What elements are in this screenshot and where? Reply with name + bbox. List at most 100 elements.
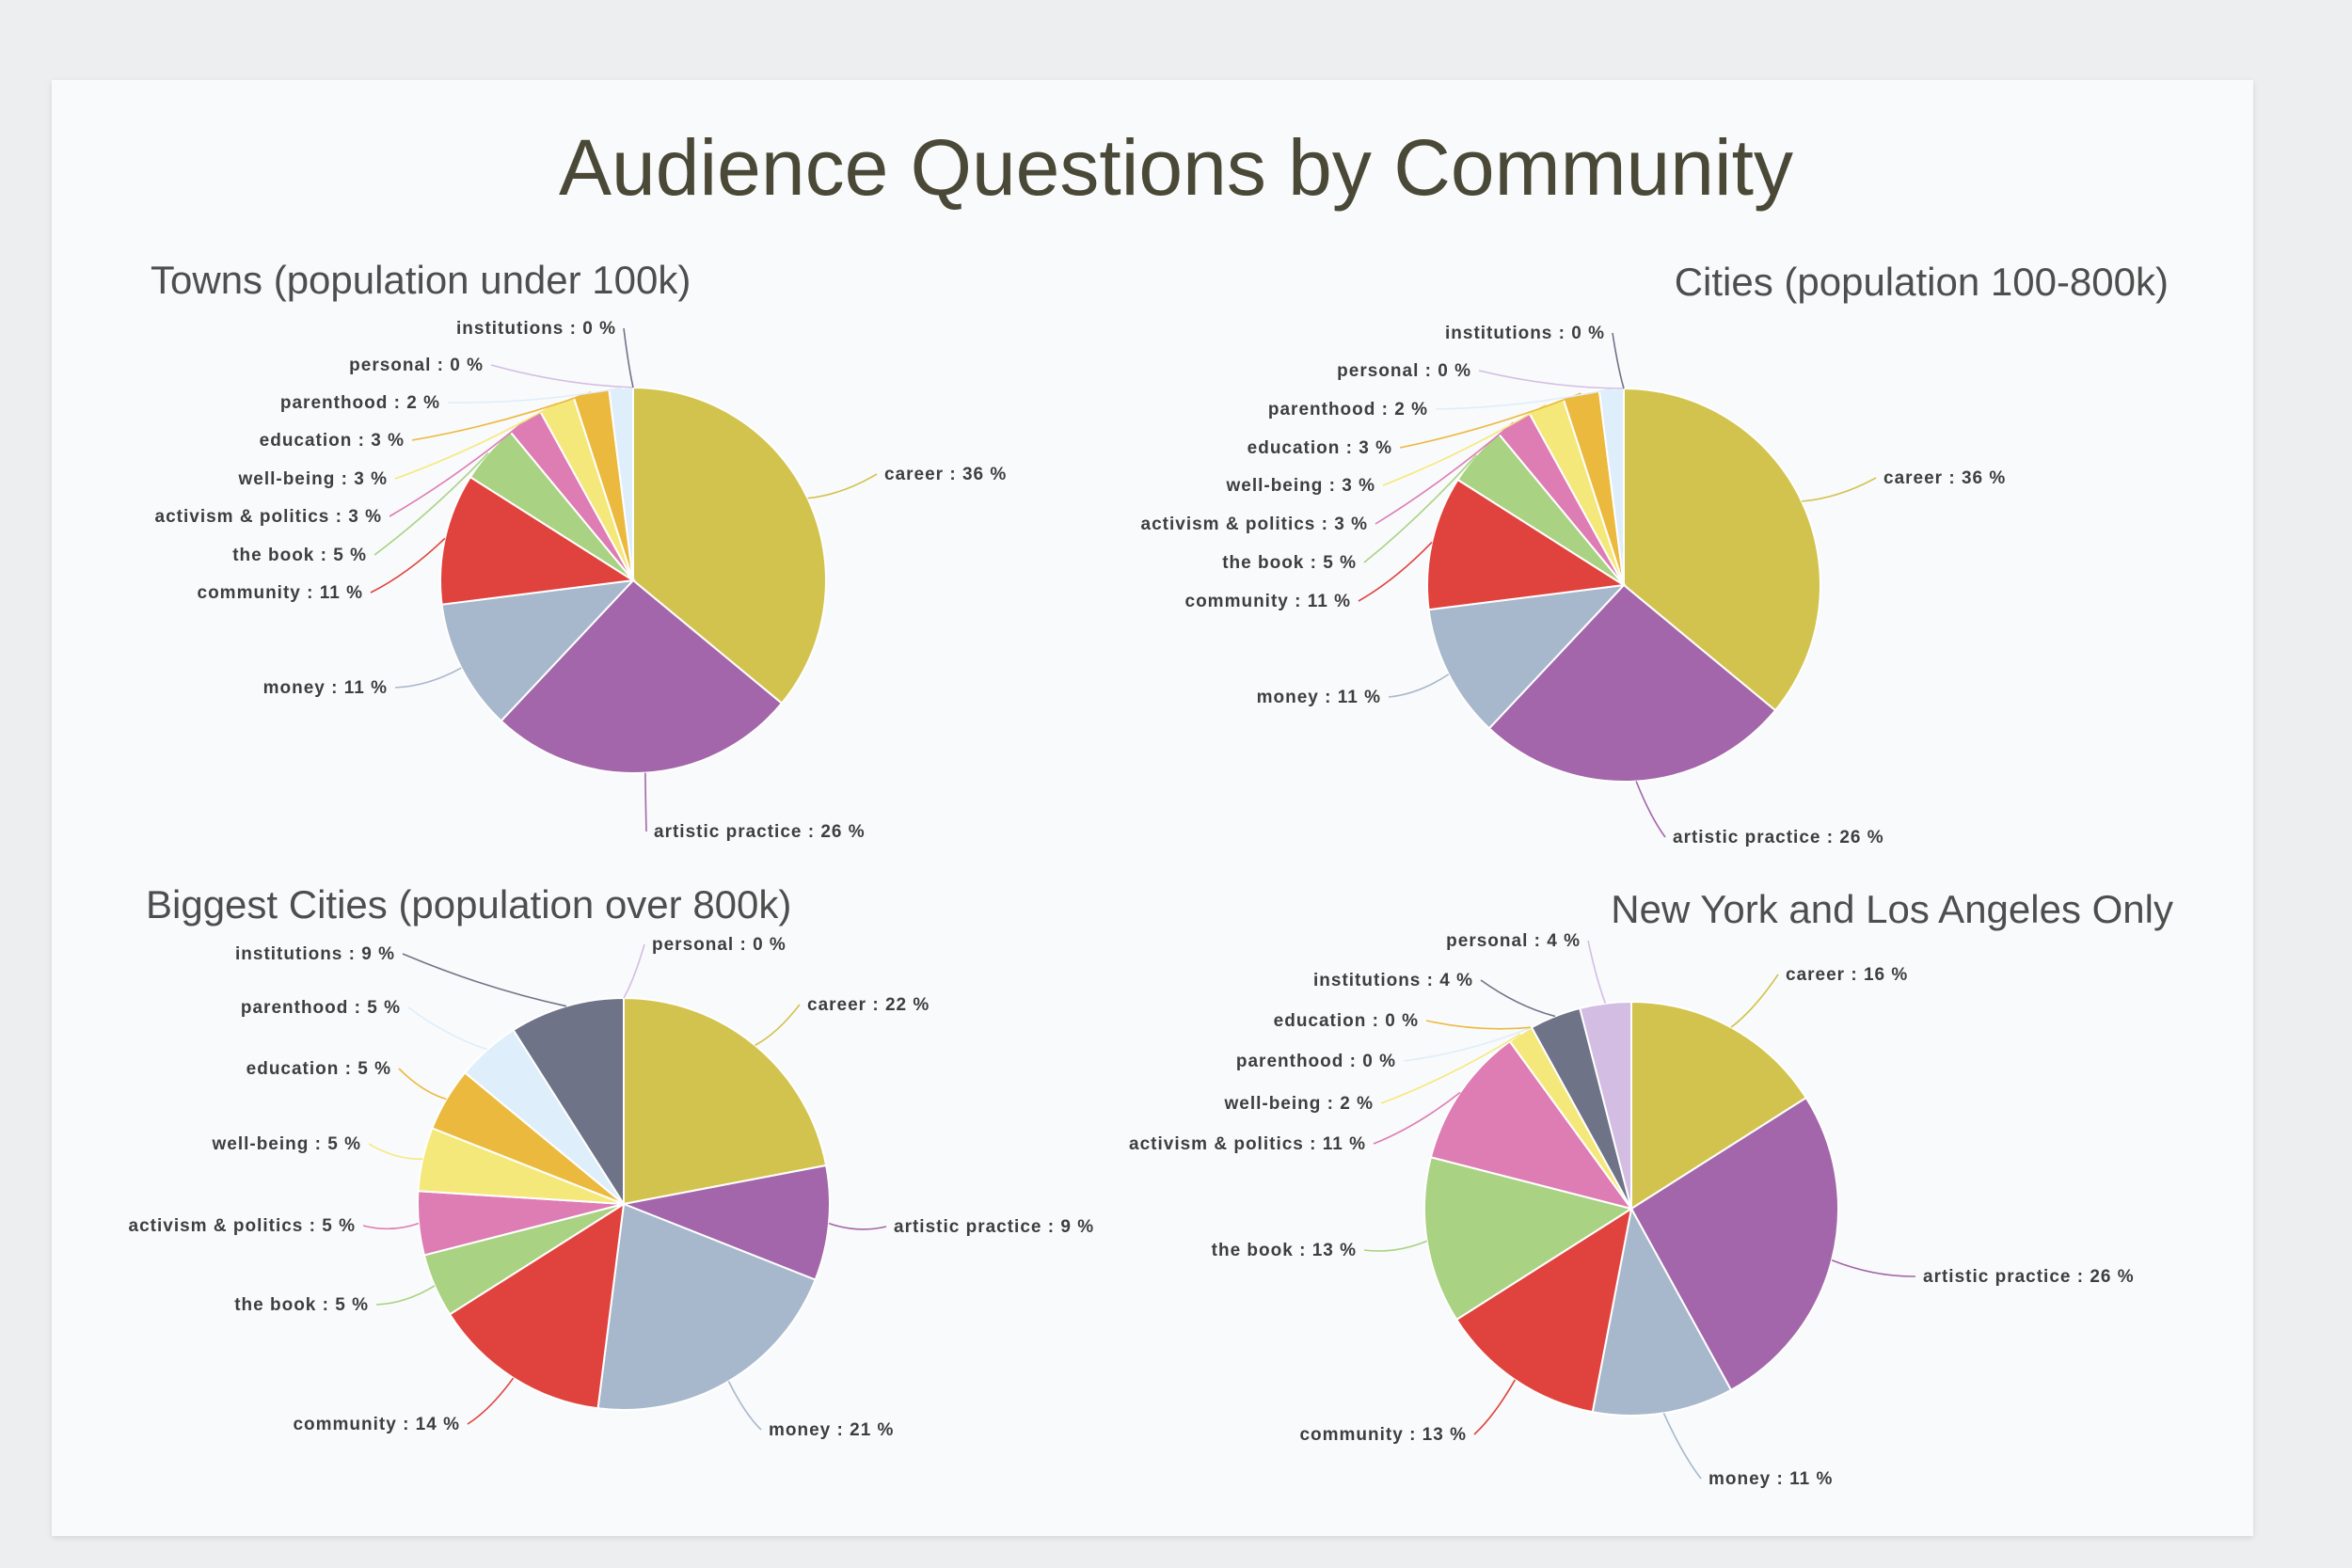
pie-slice-career	[632, 386, 827, 705]
leader-line	[1662, 1412, 1702, 1480]
pie-slice-career	[1630, 1000, 1808, 1211]
leader-line	[1587, 940, 1607, 1005]
leader-line	[1373, 1091, 1461, 1145]
leader-line	[1388, 673, 1450, 698]
slice-label: the book : 5 %	[234, 1295, 369, 1315]
leader-line	[368, 1143, 423, 1161]
leader-line	[807, 473, 878, 499]
leader-line	[644, 772, 647, 832]
slice-label: activism & politics : 3 %	[155, 507, 382, 527]
slice-label: education : 0 %	[1274, 1011, 1419, 1031]
leader-line	[1375, 421, 1515, 525]
slice-label: activism & politics : 5 %	[129, 1216, 356, 1236]
leader-line	[1358, 541, 1433, 602]
slice-label: activism & politics : 11 %	[1129, 1134, 1366, 1154]
slice-label: career : 36 %	[884, 465, 1007, 484]
leader-line	[755, 1004, 801, 1046]
slice-label: education : 3 %	[1248, 438, 1392, 458]
slice-label: parenthood : 5 %	[241, 998, 401, 1018]
leader-line	[1635, 781, 1666, 838]
leader-line	[623, 327, 634, 388]
pie-chart-4: New York and Los Angeles Only career : 16…	[1129, 887, 2173, 1489]
slice-label: community : 13 %	[1299, 1425, 1467, 1445]
leader-line	[1382, 404, 1547, 486]
leader-line	[1730, 974, 1779, 1028]
slice-label: personal : 0 %	[652, 935, 787, 955]
pie-slice-community	[448, 1202, 626, 1410]
leader-line	[1403, 1026, 1533, 1062]
pie-slice-community	[1454, 1206, 1633, 1414]
slice-label: artistic practice : 26 %	[1673, 828, 1884, 847]
leader-line	[375, 1285, 436, 1306]
poster-sheet	[52, 80, 2253, 1536]
chart-title: Cities (population 100-800k)	[1675, 260, 2169, 304]
pie-slice-community	[1426, 478, 1627, 611]
leader-line	[1478, 370, 1625, 389]
leader-line	[623, 943, 645, 999]
leader-line	[1831, 1259, 1916, 1277]
slice-label: well-being : 2 %	[1223, 1094, 1374, 1114]
leader-line	[394, 403, 557, 480]
leader-line	[370, 537, 446, 594]
leader-line	[389, 420, 526, 517]
pie-chart-1: Towns (population under 100k) career : 36…	[151, 258, 1007, 842]
pie-slice-activism-politics	[1429, 1039, 1634, 1211]
slice-label: career : 22 %	[807, 995, 930, 1015]
page-title: Audience Questions by Community	[559, 123, 1793, 212]
slice-label: institutions : 9 %	[235, 944, 395, 964]
slice-label: artistic practice : 26 %	[654, 822, 866, 842]
slice-label: career : 16 %	[1786, 965, 1908, 985]
slice-label: money : 11 %	[263, 678, 388, 698]
leader-line	[1802, 477, 1877, 502]
leader-line	[1473, 1379, 1517, 1435]
leader-line	[1612, 332, 1625, 389]
slice-label: well-being : 3 %	[237, 469, 388, 489]
leader-line	[1380, 1033, 1521, 1104]
slice-label: education : 3 %	[260, 431, 405, 451]
leader-line	[1425, 1020, 1533, 1030]
leader-line	[1480, 979, 1556, 1018]
pie-slice-artistic-practice	[500, 578, 784, 774]
slice-label: institutions : 0 %	[456, 319, 616, 339]
pie-slice-career	[623, 996, 828, 1206]
slice-label: education : 5 %	[246, 1059, 391, 1079]
pie-slice-artistic-practice	[1487, 583, 1777, 783]
leader-line	[394, 667, 462, 689]
slice-label: money : 11 %	[1257, 688, 1381, 707]
pie-slice-institutions	[512, 996, 625, 1208]
slice-label: parenthood : 0 %	[1236, 1052, 1396, 1071]
slice-label: well-being : 3 %	[1225, 476, 1375, 496]
slice-label: money : 21 %	[769, 1420, 894, 1440]
leader-line	[373, 451, 489, 556]
slice-label: community : 11 %	[198, 583, 364, 603]
pie-slice-the-book	[1423, 1156, 1634, 1322]
leader-line	[447, 387, 622, 404]
pie-slice-personal	[1579, 1000, 1632, 1210]
leader-line	[727, 1381, 762, 1431]
slice-label: well-being : 5 %	[211, 1134, 361, 1154]
leader-line	[411, 391, 592, 441]
slice-label: the book : 5 %	[232, 546, 367, 565]
leader-line	[467, 1377, 515, 1425]
pie-slice-money	[596, 1202, 817, 1411]
slice-label: personal : 0 %	[349, 356, 484, 375]
leader-line	[828, 1222, 887, 1230]
slice-label: personal : 4 %	[1446, 931, 1581, 951]
pie-slice-money	[1427, 583, 1627, 730]
slice-label: career : 36 %	[1883, 468, 2006, 488]
leader-line	[407, 1006, 488, 1051]
slice-label: money : 11 %	[1708, 1469, 1833, 1489]
pie-slice-artistic-practice	[620, 1164, 831, 1281]
slice-label: parenthood : 2 %	[1268, 400, 1428, 420]
slice-label: the book : 13 %	[1212, 1241, 1357, 1260]
leader-line	[490, 364, 634, 388]
leader-line	[1363, 1240, 1428, 1252]
slice-label: the book : 5 %	[1222, 553, 1357, 573]
slice-label: activism & politics : 3 %	[1141, 515, 1368, 534]
slice-label: artistic practice : 26 %	[1923, 1267, 2135, 1287]
chart-title: Biggest Cities (population over 800k)	[146, 882, 791, 927]
slice-label: community : 11 %	[1185, 592, 1352, 611]
chart-title: New York and Los Angeles Only	[1611, 887, 2173, 931]
pie-slice-money	[1591, 1206, 1733, 1417]
